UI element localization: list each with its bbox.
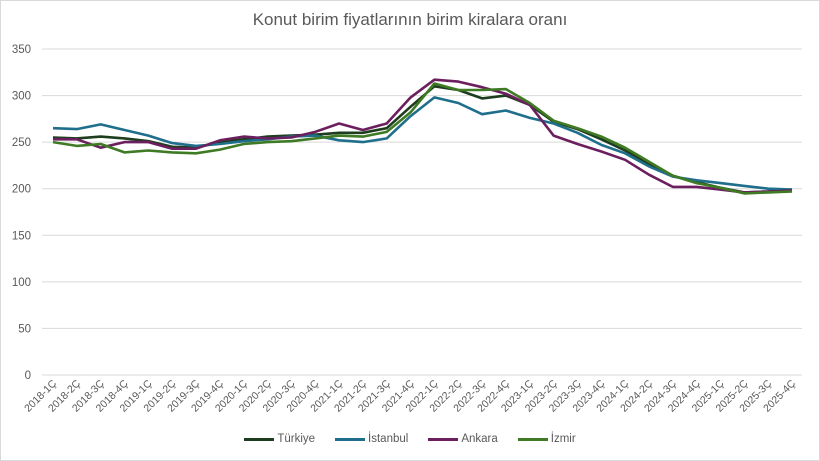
legend-swatch bbox=[335, 437, 366, 441]
legend-swatch bbox=[428, 437, 459, 441]
y-tick-label: 100 bbox=[12, 277, 31, 289]
legend-label: İstanbul bbox=[368, 433, 409, 445]
legend-swatch bbox=[517, 437, 548, 441]
legend-label: Ankara bbox=[461, 433, 498, 445]
legend-swatch bbox=[244, 437, 275, 441]
legend-item-izmir: İzmir bbox=[517, 433, 576, 445]
chart-title: Konut birim fiyatlarının birim kiralara … bbox=[252, 10, 568, 29]
series-line-izmir bbox=[52, 82, 793, 195]
legend: Türkiye İstanbul Ankara İzmir bbox=[0, 433, 820, 445]
series-line-ankara bbox=[53, 78, 793, 194]
y-axis-labels: 0 50 100 150 200 250 300 350 bbox=[12, 44, 31, 382]
y-tick-label: 300 bbox=[12, 91, 31, 103]
y-tick-label: 200 bbox=[12, 184, 31, 196]
legend-item-istanbul: İstanbul bbox=[335, 433, 408, 445]
y-tick-label: 0 bbox=[25, 370, 31, 382]
y-tick-label: 50 bbox=[18, 323, 31, 335]
y-tick-label: 250 bbox=[12, 137, 31, 149]
y-tick-label: 150 bbox=[12, 230, 31, 242]
data-lines bbox=[52, 78, 793, 195]
legend-label: İzmir bbox=[550, 433, 576, 445]
series-line-istanbul bbox=[52, 96, 793, 191]
y-tick-label: 350 bbox=[12, 44, 31, 56]
x-axis-labels: 2018-1Ç2018-2Ç2018-3Ç2018-4Ç2019-1Ç2019-… bbox=[22, 377, 798, 414]
legend-label: Türkiye bbox=[277, 433, 316, 445]
legend-item-turkiye: Türkiye bbox=[244, 433, 315, 445]
legend-item-ankara: Ankara bbox=[428, 433, 498, 445]
